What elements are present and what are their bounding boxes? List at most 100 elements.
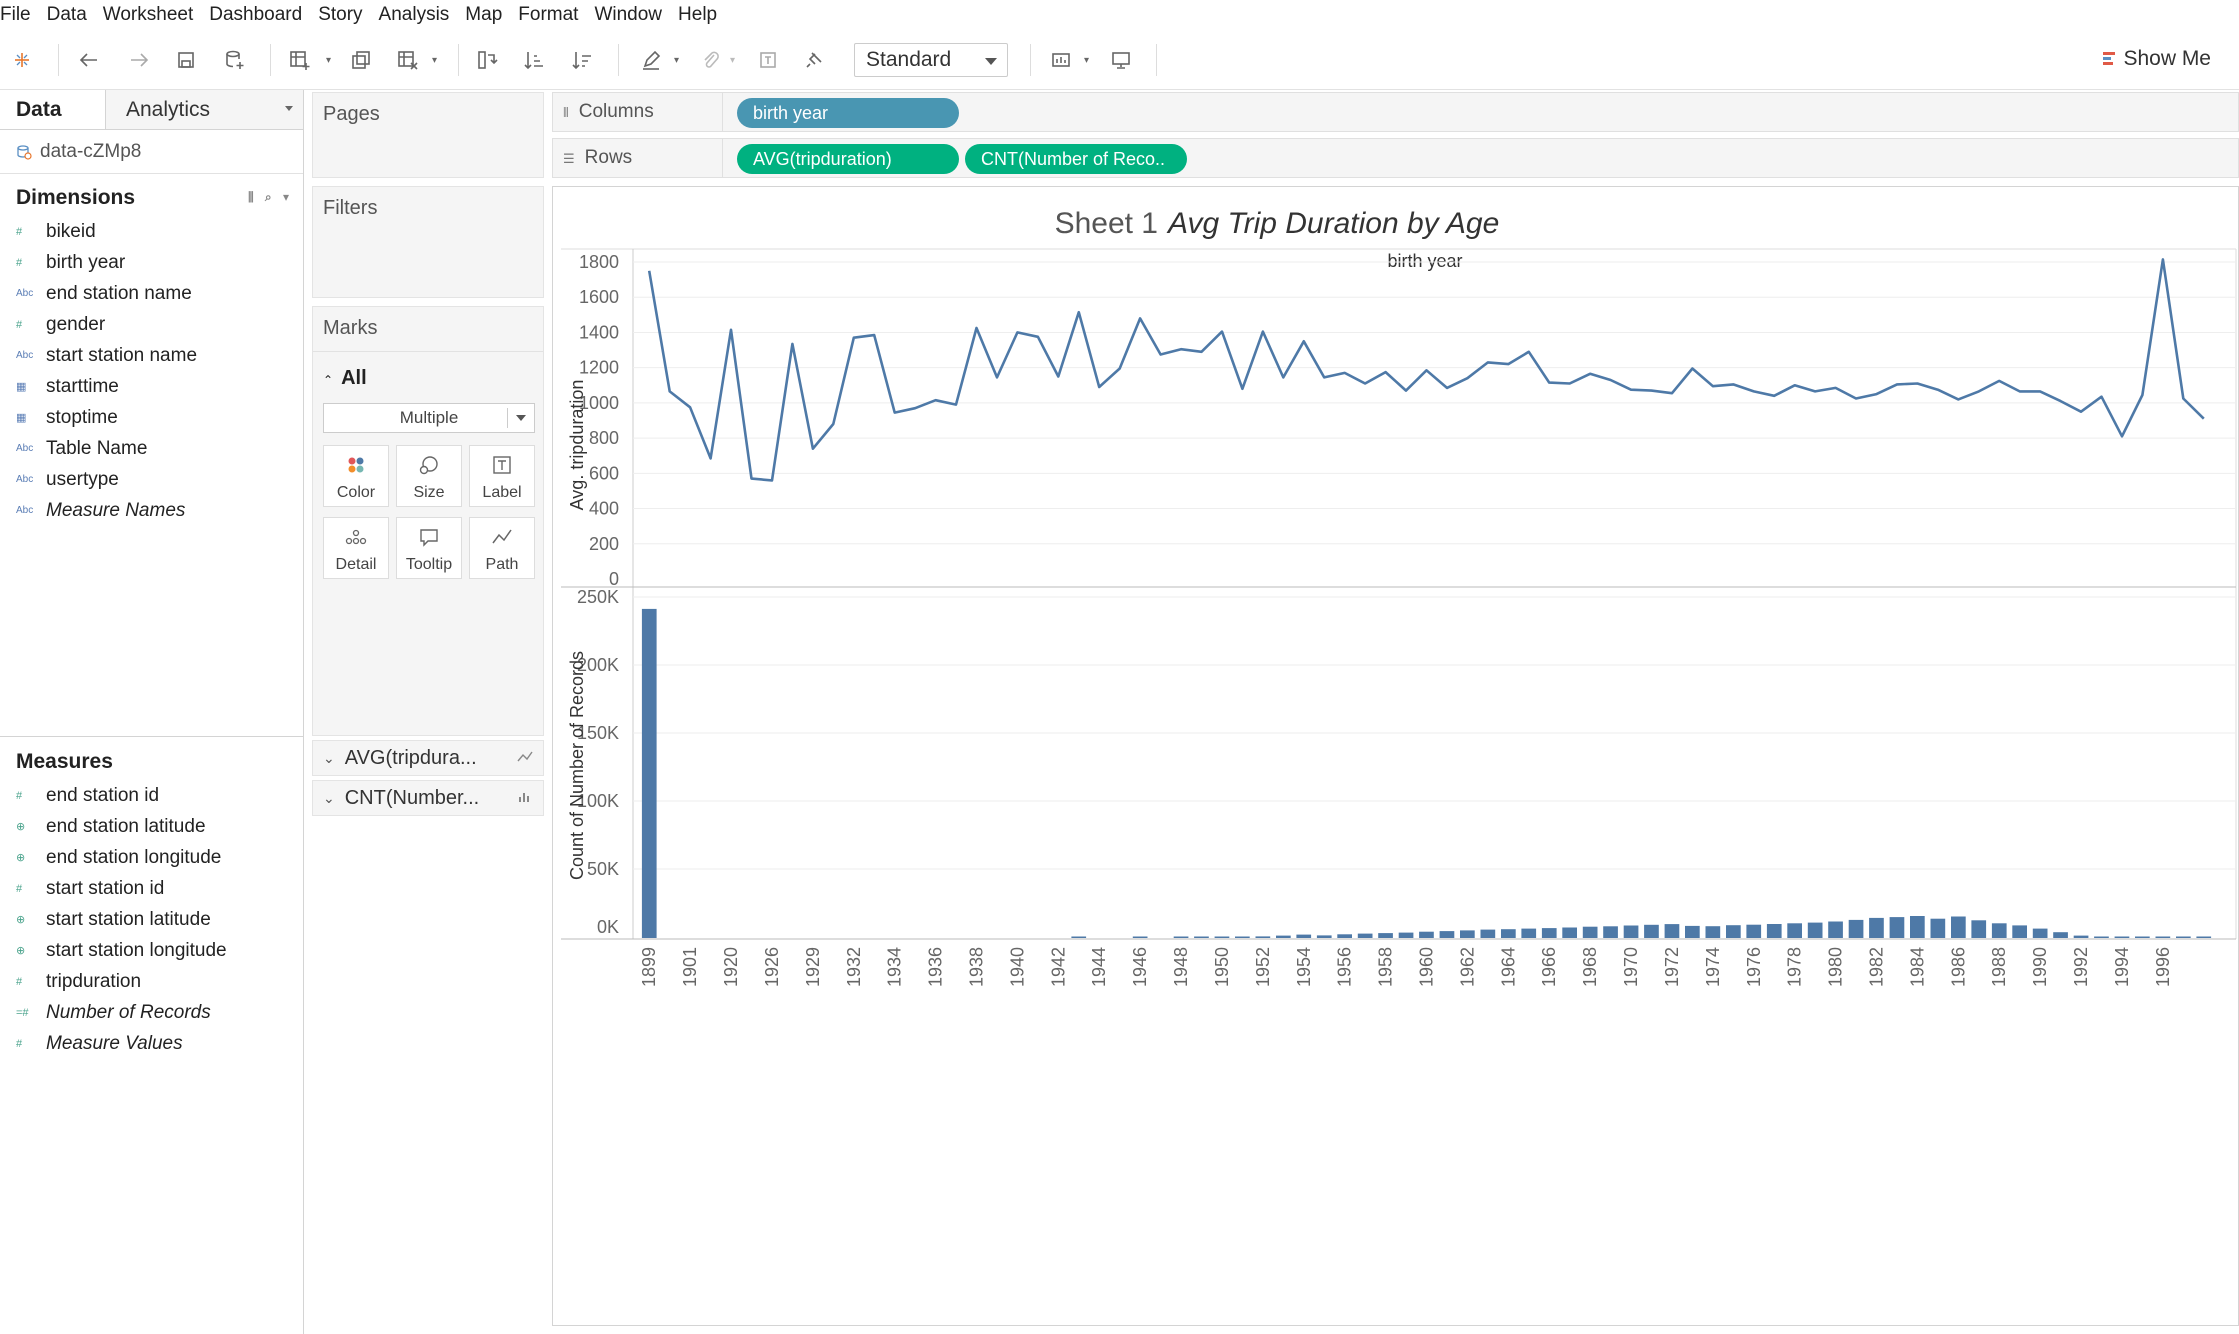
- count-bar[interactable]: [1419, 931, 1434, 938]
- count-bar[interactable]: [1685, 925, 1700, 938]
- pin-icon[interactable]: [804, 46, 824, 74]
- menu-format[interactable]: Format: [518, 4, 579, 25]
- count-bar[interactable]: [2032, 928, 2048, 938]
- count-bar[interactable]: [1214, 936, 1230, 939]
- count-bar[interactable]: [2135, 936, 2150, 939]
- count-bar[interactable]: [1848, 919, 1864, 938]
- field-tripduration[interactable]: # tripduration: [0, 966, 304, 997]
- clear-dropdown-icon[interactable]: ▾: [432, 54, 438, 66]
- count-bar[interactable]: [2155, 936, 2171, 939]
- count-bar[interactable]: [1541, 928, 1557, 938]
- redo-icon[interactable]: [128, 46, 150, 74]
- add-datasource-icon[interactable]: [224, 46, 246, 74]
- count-bar[interactable]: [1398, 932, 1414, 938]
- count-bar[interactable]: [1132, 936, 1148, 939]
- tab-analytics[interactable]: Analytics: [106, 90, 303, 129]
- field-bikeid[interactable]: # bikeid: [0, 216, 303, 247]
- group-icon[interactable]: [700, 46, 720, 74]
- new-worksheet-dropdown-icon[interactable]: ▾: [326, 54, 332, 66]
- field-birth-year[interactable]: # birth year: [0, 247, 303, 278]
- sort-descending-icon[interactable]: [570, 46, 592, 74]
- count-bar[interactable]: [2094, 936, 2109, 939]
- size-button[interactable]: Size: [396, 445, 462, 507]
- tooltip-button[interactable]: Tooltip: [396, 517, 462, 579]
- count-bar[interactable]: [1910, 916, 1925, 938]
- field-starttime[interactable]: ▦ starttime: [0, 371, 303, 402]
- count-bar[interactable]: [1705, 926, 1721, 938]
- field-number-of-records[interactable]: =# Number of Records: [0, 997, 304, 1028]
- sort-ascending-icon[interactable]: [522, 46, 544, 74]
- count-bar[interactable]: [1296, 934, 1312, 938]
- count-bar[interactable]: [1460, 930, 1475, 938]
- count-bar[interactable]: [1664, 924, 1680, 938]
- field-end-station-name[interactable]: Abc end station name: [0, 278, 303, 309]
- count-bar[interactable]: [1255, 936, 1271, 938]
- count-bar[interactable]: [1889, 917, 1905, 938]
- save-icon[interactable]: [176, 46, 196, 74]
- count-bar[interactable]: [1562, 927, 1577, 939]
- menu-data[interactable]: Data: [46, 4, 87, 25]
- mark-type-select[interactable]: Multiple: [323, 403, 535, 433]
- menu-story[interactable]: Story: [318, 4, 363, 25]
- marks-card-avg-tripduration[interactable]: ⌄ AVG(tripdura...: [312, 740, 544, 776]
- field-measure-names[interactable]: Abc Measure Names: [0, 495, 303, 526]
- count-bar[interactable]: [1623, 925, 1639, 939]
- duplicate-icon[interactable]: [350, 46, 372, 74]
- fit-select[interactable]: Standard: [854, 43, 1008, 77]
- chart-type-dropdown-icon[interactable]: ▾: [1084, 54, 1090, 66]
- count-bar[interactable]: [1726, 925, 1741, 938]
- count-bar[interactable]: [1930, 918, 1946, 938]
- menu-help[interactable]: Help: [678, 4, 718, 25]
- menu-dashboard[interactable]: Dashboard: [209, 4, 303, 25]
- highlight-dropdown-icon[interactable]: ▾: [674, 54, 680, 66]
- count-bar[interactable]: [1316, 935, 1332, 938]
- count-bar[interactable]: [1235, 936, 1250, 939]
- count-bar[interactable]: [1869, 917, 1884, 938]
- swap-icon[interactable]: [476, 46, 498, 74]
- count-bar[interactable]: [2053, 932, 2068, 938]
- count-bar[interactable]: [1071, 936, 1087, 939]
- count-bar[interactable]: [2114, 936, 2130, 939]
- count-bar[interactable]: [1807, 922, 1823, 938]
- field-end-station-latitude[interactable]: ⊕ end station latitude: [0, 811, 304, 842]
- count-bar[interactable]: [1603, 926, 1618, 938]
- field-start-station-name[interactable]: Abc start station name: [0, 340, 303, 371]
- menu-analysis[interactable]: Analysis: [378, 4, 450, 25]
- show-me-button[interactable]: Show Me: [2103, 47, 2211, 71]
- marks-all-toggle[interactable]: ⌃ All: [323, 367, 367, 389]
- tab-data[interactable]: Data: [0, 90, 106, 129]
- count-bar[interactable]: [1828, 921, 1843, 939]
- count-bar[interactable]: [1991, 923, 2007, 938]
- count-bar[interactable]: [1766, 924, 1782, 938]
- count-bar[interactable]: [1951, 916, 1966, 939]
- count-bar[interactable]: [1276, 935, 1291, 938]
- count-bar[interactable]: [1521, 928, 1537, 938]
- color-button[interactable]: Color: [323, 445, 389, 507]
- count-bar[interactable]: [2196, 936, 2212, 939]
- rows-shelf[interactable]: ☰ Rows AVG(tripduration) CNT(Number of Re…: [552, 138, 2239, 178]
- count-bar[interactable]: [641, 608, 657, 938]
- field-end-station-id[interactable]: # end station id: [0, 780, 304, 811]
- marks-card-cnt-records[interactable]: ⌄ CNT(Number...: [312, 780, 544, 816]
- menu-file[interactable]: File: [0, 4, 31, 25]
- field-table-name[interactable]: Abc Table Name: [0, 433, 303, 464]
- field-start-station-longitude[interactable]: ⊕ start station longitude: [0, 935, 304, 966]
- count-bar[interactable]: [1746, 924, 1762, 938]
- count-bar[interactable]: [1439, 931, 1455, 938]
- field-start-station-latitude[interactable]: ⊕ start station latitude: [0, 904, 304, 935]
- count-bar[interactable]: [1173, 936, 1189, 939]
- field-measure-values[interactable]: # Measure Values: [0, 1028, 304, 1059]
- field-start-station-id[interactable]: # start station id: [0, 873, 304, 904]
- count-bar[interactable]: [1357, 933, 1373, 938]
- undo-icon[interactable]: [78, 46, 100, 74]
- field-gender[interactable]: # gender: [0, 309, 303, 340]
- label-icon[interactable]: [758, 46, 778, 74]
- count-bar[interactable]: [1194, 936, 1209, 939]
- filters-card[interactable]: Filters: [312, 186, 544, 298]
- dimensions-tools-icon[interactable]: ⫼ ⌕ ▾: [248, 190, 293, 204]
- clear-icon[interactable]: [396, 46, 420, 74]
- pill-cnt-number-of-records[interactable]: CNT(Number of Reco..: [965, 144, 1187, 174]
- count-bar[interactable]: [1480, 929, 1496, 938]
- count-bar[interactable]: [2012, 925, 2027, 938]
- group-dropdown-icon[interactable]: ▾: [730, 54, 736, 66]
